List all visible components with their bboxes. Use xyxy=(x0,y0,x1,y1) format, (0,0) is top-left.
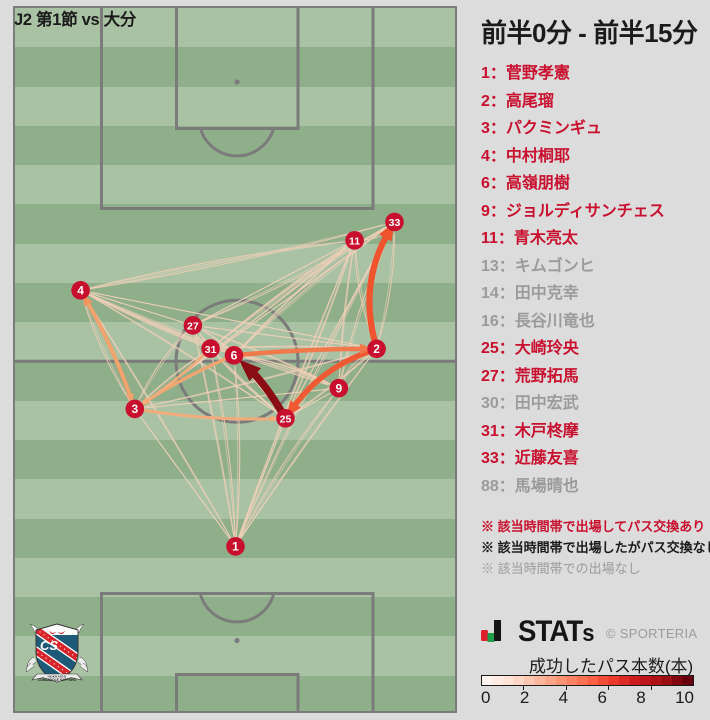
svg-text:33: 33 xyxy=(389,217,401,229)
svg-text:31: 31 xyxy=(205,344,217,356)
svg-text:2: 2 xyxy=(373,342,380,356)
svg-text:4: 4 xyxy=(77,284,84,298)
svg-text:11: 11 xyxy=(349,236,360,248)
svg-text:9: 9 xyxy=(335,381,342,395)
svg-text:27: 27 xyxy=(187,321,199,333)
svg-text:1: 1 xyxy=(232,540,239,554)
svg-text:6: 6 xyxy=(231,349,238,363)
svg-text:3: 3 xyxy=(131,402,138,416)
svg-text:25: 25 xyxy=(280,414,292,426)
